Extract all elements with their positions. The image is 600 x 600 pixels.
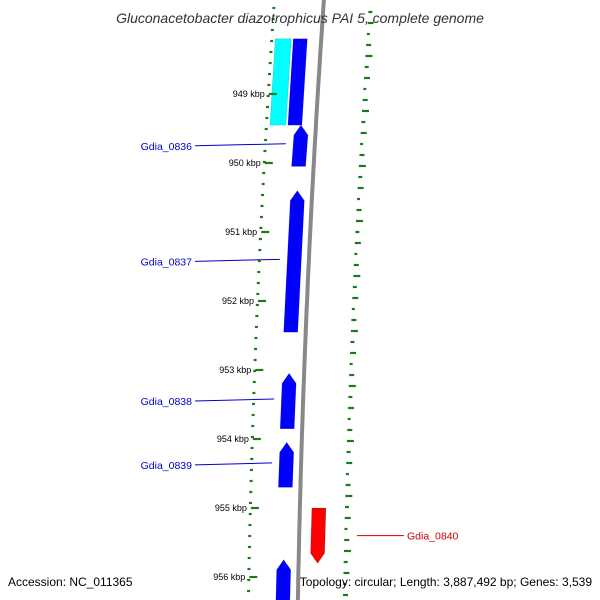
gene-label[interactable]: Gdia_0836 <box>141 141 193 153</box>
ruler-tick-label: 951 kbp <box>225 227 257 237</box>
gene-label-layer: Gdia_0836 Gdia_0837 Gdia_0838 Gdia_0839 Gdia… <box>141 141 459 543</box>
gc-content-track <box>247 6 374 597</box>
gene-label-group: Gdia_0837 <box>141 256 280 268</box>
gene-label-leader <box>194 143 286 147</box>
ruler-tick-label: 954 kbp <box>217 434 249 444</box>
gene-label-leader <box>194 462 273 466</box>
gene-label[interactable]: Gdia_0840 <box>407 531 459 543</box>
backbone-track <box>295 0 326 600</box>
ruler-tick-label: 949 kbp <box>233 89 265 99</box>
cds-gene-arrow <box>279 372 297 430</box>
gene-label[interactable]: Gdia_0838 <box>141 396 193 408</box>
accession-text: Accession: NC_011365 <box>8 575 133 589</box>
ruler-tick-label: 953 kbp <box>219 365 251 375</box>
ruler-tick-label: 956 kbp <box>213 572 245 582</box>
gene-label-group: Gdia_0840 <box>357 531 459 543</box>
ruler-tick-label: 952 kbp <box>222 296 254 306</box>
feature-track <box>269 38 327 600</box>
cds-gene-arrow <box>283 190 305 333</box>
coordinate-ruler: 949 kbp 950 kbp 951 kbp 952 kbp 953 kbp 954 k… <box>213 89 277 582</box>
gene-label[interactable]: Gdia_0837 <box>141 256 193 268</box>
gene-label-group: Gdia_0839 <box>141 460 273 472</box>
cds-gene-arrow <box>278 441 295 488</box>
rna-gene-band <box>269 38 292 126</box>
ruler-tick-label: 955 kbp <box>215 503 247 513</box>
topology-text: Topology: circular; Length: 3,887,492 bp… <box>299 575 592 589</box>
cds-gene-arrow <box>310 507 327 564</box>
ruler-tick-label: 950 kbp <box>229 158 261 168</box>
genome-backbone-line <box>295 0 326 600</box>
gene-label-leader <box>194 398 275 402</box>
cds-gene-band <box>287 38 308 126</box>
gene-label-group: Gdia_0838 <box>141 396 275 408</box>
gene-label-leader <box>194 258 280 262</box>
gene-label[interactable]: Gdia_0839 <box>141 460 193 472</box>
cds-gene-arrow <box>275 559 292 600</box>
cds-gene-arrow <box>291 124 309 167</box>
gene-label-group: Gdia_0836 <box>141 141 286 153</box>
map-title: Gluconacetobacter diazotrophicus PAI 5, … <box>116 10 484 26</box>
